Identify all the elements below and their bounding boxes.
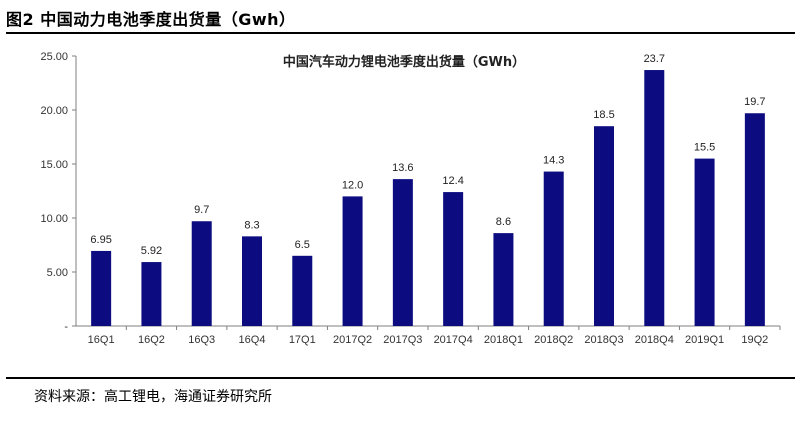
bar bbox=[543, 171, 564, 326]
x-tick-label: 16Q1 bbox=[88, 334, 115, 346]
bar bbox=[141, 262, 162, 326]
chart-axes bbox=[75, 56, 780, 327]
data-label: 23.7 bbox=[644, 53, 665, 65]
data-label: 8.6 bbox=[496, 216, 511, 228]
x-axis-ticks: 16Q1 16Q2 16Q3 16Q4 17Q1 2017Q2 2017Q3 2017Q4 20… bbox=[88, 326, 781, 346]
data-label: 9.7 bbox=[194, 204, 209, 216]
y-tick-label: 25.00 bbox=[40, 51, 68, 63]
y-axis-ticks: - 5.00 10.00 15.00 20.00 25.00 bbox=[40, 51, 76, 333]
bar bbox=[191, 221, 212, 326]
x-tick-label: 2017Q2 bbox=[333, 334, 372, 346]
bar bbox=[91, 250, 112, 326]
data-label: 12.0 bbox=[342, 179, 363, 191]
bar bbox=[392, 179, 413, 326]
top-rule bbox=[6, 32, 795, 34]
x-tick-label: 19Q2 bbox=[741, 334, 768, 346]
data-labels: 6.95 5.92 9.7 8.3 6.5 12.0 13.6 12.4 8.6 14.3 18.5… bbox=[90, 53, 765, 257]
bottom-rule bbox=[6, 377, 795, 379]
bar bbox=[342, 196, 363, 326]
data-label: 8.3 bbox=[244, 219, 259, 231]
data-label: 13.6 bbox=[392, 162, 413, 174]
figure-title: 图2 中国动力电池季度出货量（Gwh） bbox=[6, 10, 296, 29]
bar bbox=[744, 113, 765, 327]
bar-series bbox=[91, 70, 765, 327]
x-tick-label: 2017Q4 bbox=[434, 334, 473, 346]
bar bbox=[493, 233, 514, 326]
data-label: 14.3 bbox=[543, 155, 564, 167]
y-tick-label: - bbox=[64, 321, 68, 333]
y-tick-label: 20.00 bbox=[40, 105, 68, 117]
data-label: 18.5 bbox=[593, 109, 614, 121]
x-tick-label: 16Q3 bbox=[188, 334, 215, 346]
x-tick-label: 16Q4 bbox=[239, 334, 266, 346]
x-tick-label: 2018Q4 bbox=[635, 334, 674, 346]
x-tick-label: 16Q2 bbox=[138, 334, 165, 346]
bar bbox=[292, 255, 313, 326]
data-label: 5.92 bbox=[141, 245, 162, 257]
y-tick-label: 15.00 bbox=[40, 159, 68, 171]
data-label: 12.4 bbox=[442, 175, 463, 187]
x-tick-label: 2018Q1 bbox=[484, 334, 523, 346]
source-note: 资料来源：高工锂电，海通证券研究所 bbox=[34, 389, 272, 405]
data-label: 6.95 bbox=[90, 234, 111, 246]
bar bbox=[694, 158, 715, 326]
data-label: 15.5 bbox=[694, 142, 715, 154]
bar bbox=[594, 126, 614, 326]
chart-title: 中国汽车动力锂电池季度出货量（GWh） bbox=[283, 54, 525, 70]
y-tick-label: 10.00 bbox=[40, 213, 68, 225]
data-label: 19.7 bbox=[744, 96, 765, 108]
bar bbox=[443, 192, 464, 326]
data-label: 6.5 bbox=[295, 239, 310, 251]
x-tick-label: 2018Q3 bbox=[584, 334, 623, 346]
bar bbox=[242, 236, 262, 326]
y-tick-label: 5.00 bbox=[47, 267, 68, 279]
bar bbox=[644, 70, 665, 326]
x-tick-label: 17Q1 bbox=[289, 334, 316, 346]
x-tick-label: 2019Q1 bbox=[685, 334, 724, 346]
x-tick-label: 2017Q3 bbox=[383, 334, 422, 346]
x-tick-label: 2018Q2 bbox=[534, 334, 573, 346]
